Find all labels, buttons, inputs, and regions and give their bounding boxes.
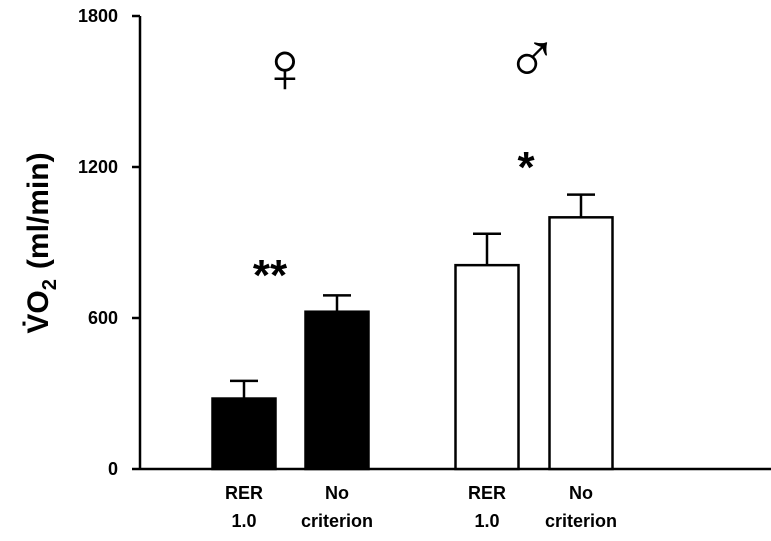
y-label-main: V̇O [22,290,55,333]
bar [548,216,614,471]
x-tick-label: No [569,483,593,503]
y-tick-label: 600 [88,308,118,328]
y-tick-label: 1800 [78,6,118,26]
x-tick-label: RER [225,483,263,503]
y-axis-label: V̇O2 (ml/min) [22,152,61,333]
annotation: ♂ [505,16,559,96]
x-tick-label: No [325,483,349,503]
x-tick-label: 1.0 [474,511,499,531]
y-label-unit: (ml/min) [22,152,55,269]
y-tick-label: 0 [108,459,118,479]
annotation: ** [253,251,288,300]
y-label-sub: 2 [39,279,61,290]
bar [304,310,370,471]
x-tick-label: criterion [545,511,617,531]
annotation: * [517,143,535,192]
x-tick-label: criterion [301,511,373,531]
x-tick-label: 1.0 [231,511,256,531]
y-tick-label: 1200 [78,157,118,177]
bar [211,397,277,471]
annotation: ♀ [258,28,312,108]
x-tick-label: RER [468,483,506,503]
bar [454,263,520,471]
